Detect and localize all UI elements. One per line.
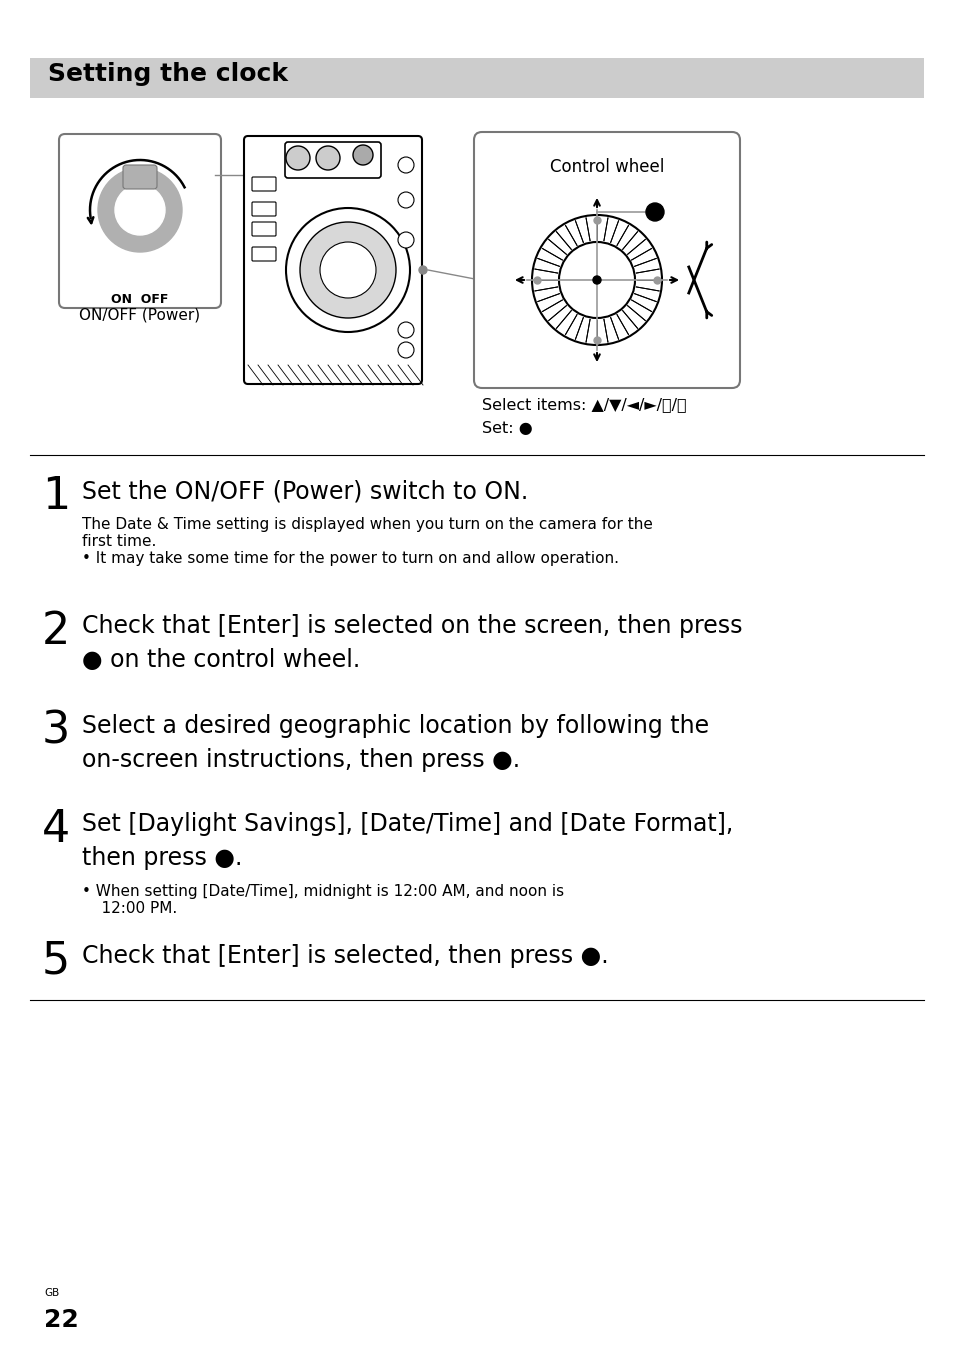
Circle shape: [397, 231, 414, 247]
Text: 12:00 PM.: 12:00 PM.: [82, 901, 177, 916]
Text: on-screen instructions, then press ●.: on-screen instructions, then press ●.: [82, 748, 519, 772]
Text: The Date & Time setting is displayed when you turn on the camera for the: The Date & Time setting is displayed whe…: [82, 516, 652, 533]
Circle shape: [299, 222, 395, 317]
Circle shape: [418, 266, 427, 274]
FancyBboxPatch shape: [285, 143, 380, 178]
FancyBboxPatch shape: [59, 134, 221, 308]
Text: • When setting [Date/Time], midnight is 12:00 AM, and noon is: • When setting [Date/Time], midnight is …: [82, 884, 563, 898]
Circle shape: [558, 242, 635, 317]
Circle shape: [315, 147, 339, 169]
FancyBboxPatch shape: [474, 132, 740, 387]
Text: 4: 4: [42, 808, 71, 851]
Circle shape: [319, 242, 375, 299]
Text: Control wheel: Control wheel: [549, 157, 663, 176]
Circle shape: [397, 192, 414, 208]
FancyBboxPatch shape: [252, 178, 275, 191]
Circle shape: [645, 203, 663, 221]
Text: 2: 2: [42, 611, 71, 654]
FancyBboxPatch shape: [244, 136, 421, 385]
Circle shape: [98, 168, 182, 252]
Text: • It may take some time for the power to turn on and allow operation.: • It may take some time for the power to…: [82, 551, 618, 566]
Text: Setting the clock: Setting the clock: [48, 62, 288, 86]
Text: Select a desired geographic location by following the: Select a desired geographic location by …: [82, 714, 708, 738]
Text: Check that [Enter] is selected on the screen, then press: Check that [Enter] is selected on the sc…: [82, 615, 741, 638]
Text: Check that [Enter] is selected, then press ●.: Check that [Enter] is selected, then pre…: [82, 944, 608, 968]
FancyBboxPatch shape: [252, 202, 275, 217]
Text: 22: 22: [44, 1307, 79, 1332]
Circle shape: [115, 186, 165, 235]
FancyBboxPatch shape: [123, 165, 157, 190]
Text: 3: 3: [42, 710, 71, 753]
Text: Set [Daylight Savings], [Date/Time] and [Date Format],: Set [Daylight Savings], [Date/Time] and …: [82, 812, 733, 837]
Text: Set: ●: Set: ●: [481, 421, 532, 436]
Circle shape: [593, 276, 600, 284]
Text: ● on the control wheel.: ● on the control wheel.: [82, 648, 360, 672]
Text: Select items: ▲/▼/◄/►/⤴/⤵: Select items: ▲/▼/◄/►/⤴/⤵: [481, 397, 686, 412]
Text: ON/OFF (Power): ON/OFF (Power): [79, 307, 200, 321]
FancyBboxPatch shape: [30, 58, 923, 98]
Circle shape: [397, 342, 414, 358]
Circle shape: [397, 157, 414, 174]
Text: first time.: first time.: [82, 534, 156, 549]
Text: ON  OFF: ON OFF: [112, 293, 169, 307]
Text: GB: GB: [44, 1289, 59, 1298]
Circle shape: [286, 147, 310, 169]
Text: then press ●.: then press ●.: [82, 846, 242, 870]
Text: 1: 1: [42, 475, 71, 518]
Text: Set the ON/OFF (Power) switch to ON.: Set the ON/OFF (Power) switch to ON.: [82, 479, 528, 503]
Circle shape: [532, 215, 661, 346]
FancyBboxPatch shape: [252, 247, 275, 261]
Circle shape: [353, 145, 373, 165]
Circle shape: [286, 208, 410, 332]
FancyBboxPatch shape: [252, 222, 275, 235]
Circle shape: [397, 321, 414, 338]
Text: 5: 5: [42, 940, 71, 983]
